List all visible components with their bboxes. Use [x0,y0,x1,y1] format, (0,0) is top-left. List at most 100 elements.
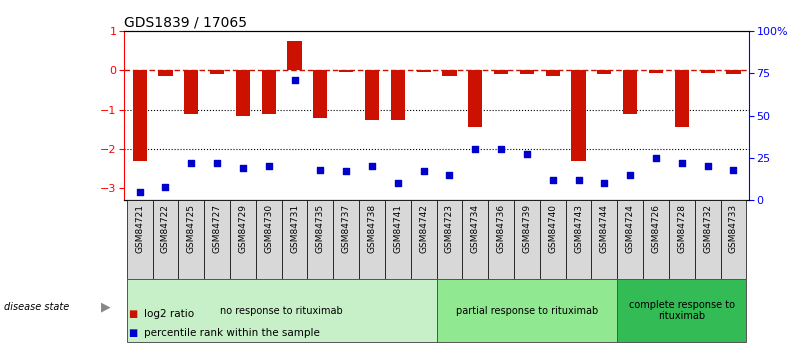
Bar [288,41,302,70]
Text: GSM84726: GSM84726 [651,204,661,253]
Text: log2 ratio: log2 ratio [144,309,195,319]
Text: GSM84731: GSM84731 [290,204,299,253]
Point [133,189,146,194]
Bar [545,70,560,76]
Bar [727,70,741,74]
Bar [488,200,514,279]
Text: GSM84722: GSM84722 [161,204,170,253]
Text: GSM84729: GSM84729 [239,204,248,253]
Text: GSM84734: GSM84734 [471,204,480,253]
Point [469,147,481,152]
Text: GDS1839 / 17065: GDS1839 / 17065 [124,16,248,30]
Bar [540,200,566,279]
Text: GSM84721: GSM84721 [135,204,144,253]
Text: GSM84736: GSM84736 [497,204,505,253]
Bar [437,200,462,279]
Bar [694,200,721,279]
Bar [308,200,333,279]
Bar [618,200,643,279]
Bar [571,70,586,161]
Point [443,172,456,177]
Bar [417,70,431,72]
Point [675,160,688,166]
Point [521,152,533,157]
Point [727,167,740,172]
Bar [514,200,540,279]
Point [598,180,611,186]
Text: ▶: ▶ [101,300,111,314]
Bar [643,200,669,279]
Bar [669,200,694,279]
Bar [333,200,359,279]
Bar [598,70,611,74]
Bar [127,279,437,342]
Point [236,165,249,171]
Point [417,169,430,174]
Point [340,169,352,174]
Bar [385,200,411,279]
Bar [494,70,508,74]
Text: GSM84728: GSM84728 [678,204,686,253]
Bar [179,200,204,279]
Bar [262,70,276,114]
Point [262,164,275,169]
Bar [210,70,224,74]
Text: disease state: disease state [4,302,69,312]
Bar [339,70,353,72]
Bar [566,200,591,279]
Point [314,167,327,172]
Point [546,177,559,183]
Bar [184,70,199,114]
Text: complete response to
rituximab: complete response to rituximab [629,300,735,321]
Point [701,164,714,169]
Point [365,164,378,169]
Text: GSM84742: GSM84742 [419,204,429,253]
Bar [282,200,308,279]
Bar [437,279,618,342]
Point [495,147,508,152]
Bar [462,200,488,279]
Text: GSM84725: GSM84725 [187,204,195,253]
Point [159,184,172,189]
Bar [442,70,457,76]
Bar [591,200,618,279]
Bar [235,70,250,116]
Bar [159,70,172,76]
Text: GSM84743: GSM84743 [574,204,583,253]
Bar [520,70,534,74]
Bar [230,200,256,279]
Text: GSM84739: GSM84739 [522,204,531,253]
Bar [365,70,379,119]
Text: GSM84738: GSM84738 [368,204,376,253]
Bar [313,70,328,118]
Bar [127,200,152,279]
Text: GSM84724: GSM84724 [626,204,634,253]
Text: ■: ■ [128,328,138,338]
Text: partial response to rituximab: partial response to rituximab [456,306,598,315]
Bar [468,70,482,127]
Text: GSM84740: GSM84740 [548,204,557,253]
Bar [391,70,405,119]
Text: GSM84723: GSM84723 [445,204,454,253]
Text: GSM84744: GSM84744 [600,204,609,253]
Point [211,160,223,166]
Text: GSM84737: GSM84737 [342,204,351,253]
Text: no response to rituximab: no response to rituximab [220,306,343,315]
Bar [721,200,747,279]
Bar [649,70,663,73]
Bar [359,200,385,279]
Bar [618,279,747,342]
Text: GSM84733: GSM84733 [729,204,738,253]
Point [572,177,585,183]
Point [624,172,637,177]
Text: GSM84735: GSM84735 [316,204,325,253]
Text: percentile rank within the sample: percentile rank within the sample [144,328,320,338]
Point [392,180,405,186]
Bar [674,70,689,127]
Bar [132,70,147,161]
Point [288,77,301,83]
Text: GSM84732: GSM84732 [703,204,712,253]
Point [650,155,662,160]
Text: GSM84727: GSM84727 [212,204,222,253]
Point [185,160,198,166]
